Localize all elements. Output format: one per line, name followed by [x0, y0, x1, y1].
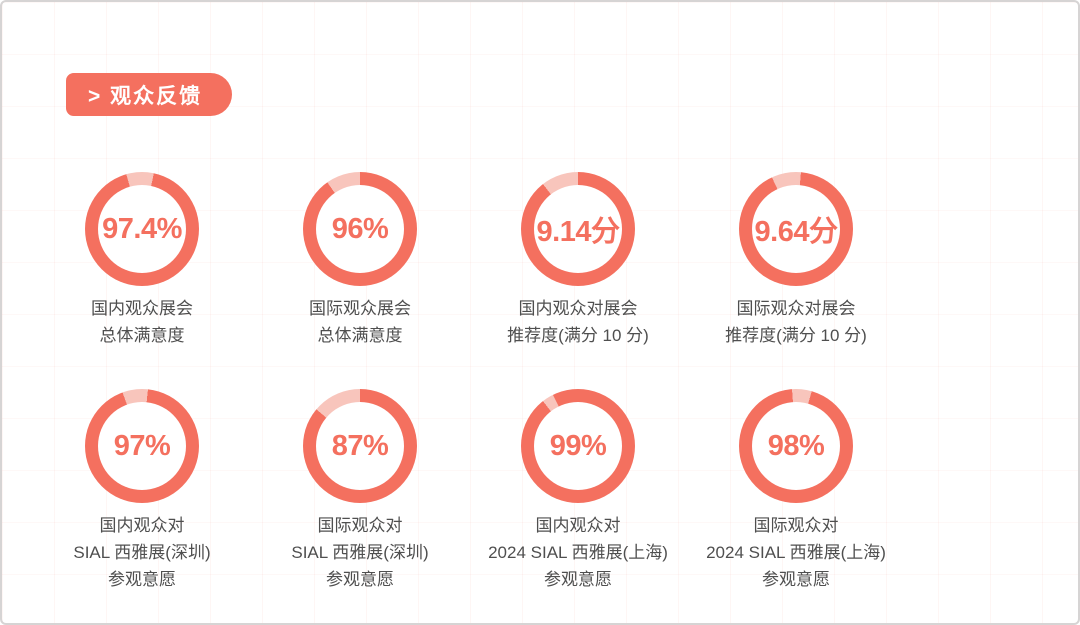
- stat-caption-line: 推荐度(满分 10 分): [725, 326, 867, 345]
- stat-caption-line: 参观意愿: [108, 570, 176, 589]
- donut-hole: 9.64分: [752, 185, 840, 273]
- stat-caption-line: 参观意愿: [544, 570, 612, 589]
- stats-row-bottom: 97% 国内观众对 SIAL 西雅展(深圳) 参观意愿 87% 国际观众对 SIAL …: [33, 389, 1051, 593]
- donut-ring-chart: 9.64分: [739, 172, 853, 286]
- stat-value: 9.64分: [754, 216, 838, 248]
- donut-ring-chart: 97.4%: [85, 172, 199, 286]
- stat-caption-line: 参观意愿: [326, 570, 394, 589]
- donut-hole: 97%: [98, 402, 186, 490]
- stat-caption-line: 国内观众对: [99, 516, 185, 535]
- donut-hole: 99%: [534, 402, 622, 490]
- stat-caption-line: 推荐度(满分 10 分): [507, 326, 649, 345]
- stat-value: 97%: [113, 429, 171, 462]
- stat-caption-line: 2024 SIAL 西雅展(上海): [488, 543, 668, 562]
- stat-value: 99%: [549, 429, 607, 462]
- stat-caption: 国内观众对 SIAL 西雅展(深圳) 参观意愿: [73, 512, 210, 593]
- stat-value: 98%: [767, 429, 825, 462]
- stat-value: 97.4%: [102, 212, 182, 245]
- stat-caption: 国际观众对 SIAL 西雅展(深圳) 参观意愿: [291, 512, 428, 593]
- stat-item: 99% 国内观众对 2024 SIAL 西雅展(上海) 参观意愿: [488, 389, 668, 593]
- stat-item: 98% 国际观众对 2024 SIAL 西雅展(上海) 参观意愿: [706, 389, 886, 593]
- donut-ring-chart: 97%: [85, 389, 199, 503]
- stat-item: 9.14分 国内观众对展会 推荐度(满分 10 分): [507, 172, 649, 349]
- stat-item: 97% 国内观众对 SIAL 西雅展(深圳) 参观意愿: [73, 389, 211, 593]
- stat-caption: 国际观众对展会 推荐度(满分 10 分): [725, 295, 867, 349]
- stat-caption-line: 国际观众展会: [309, 299, 411, 318]
- stat-item: 97.4% 国内观众展会 总体满意度: [85, 172, 199, 349]
- donut-hole: 87%: [316, 402, 404, 490]
- stats-row-top: 97.4% 国内观众展会 总体满意度 96% 国际观众展会 总体满意度 9.14分 …: [33, 172, 1051, 349]
- stat-caption: 国内观众对 2024 SIAL 西雅展(上海) 参观意愿: [488, 512, 668, 593]
- donut-hole: 98%: [752, 402, 840, 490]
- stat-caption-line: SIAL 西雅展(深圳): [291, 543, 429, 562]
- stat-caption: 国内观众对展会 推荐度(满分 10 分): [507, 295, 649, 349]
- stat-caption-line: 国际观众对展会: [736, 299, 856, 318]
- stat-caption-line: 国际观众对: [317, 516, 403, 535]
- stat-caption: 国际观众对 2024 SIAL 西雅展(上海) 参观意愿: [706, 512, 886, 593]
- donut-ring-chart: 99%: [521, 389, 635, 503]
- stats-grid: 97.4% 国内观众展会 总体满意度 96% 国际观众展会 总体满意度 9.14分 …: [33, 172, 1051, 593]
- donut-ring-chart: 87%: [303, 389, 417, 503]
- donut-hole: 9.14分: [534, 185, 622, 273]
- section-title-badge: > 观众反馈: [66, 73, 233, 116]
- stat-caption-line: 国际观众对: [753, 516, 839, 535]
- stat-caption: 国际观众展会 总体满意度: [309, 295, 411, 349]
- stat-value: 96%: [331, 212, 389, 245]
- stat-caption: 国内观众展会 总体满意度: [91, 295, 193, 349]
- stat-item: 9.64分 国际观众对展会 推荐度(满分 10 分): [725, 172, 867, 349]
- donut-hole: 97.4%: [98, 185, 186, 273]
- donut-hole: 96%: [316, 185, 404, 273]
- stat-caption-line: 总体满意度: [317, 326, 403, 345]
- stat-item: 96% 国际观众展会 总体满意度: [303, 172, 417, 349]
- stat-item: 87% 国际观众对 SIAL 西雅展(深圳) 参观意愿: [291, 389, 429, 593]
- stat-caption-line: 国内观众对展会: [518, 299, 638, 318]
- stat-caption-line: SIAL 西雅展(深圳): [73, 543, 211, 562]
- stat-caption-line: 国内观众对: [535, 516, 621, 535]
- stat-caption-line: 2024 SIAL 西雅展(上海): [706, 543, 886, 562]
- donut-ring-chart: 9.14分: [521, 172, 635, 286]
- stat-caption-line: 总体满意度: [99, 326, 185, 345]
- donut-ring-chart: 98%: [739, 389, 853, 503]
- donut-ring-chart: 96%: [303, 172, 417, 286]
- stat-caption-line: 国内观众展会: [91, 299, 193, 318]
- stat-value: 87%: [331, 429, 389, 462]
- stat-value: 9.14分: [536, 216, 620, 248]
- stat-caption-line: 参观意愿: [762, 570, 830, 589]
